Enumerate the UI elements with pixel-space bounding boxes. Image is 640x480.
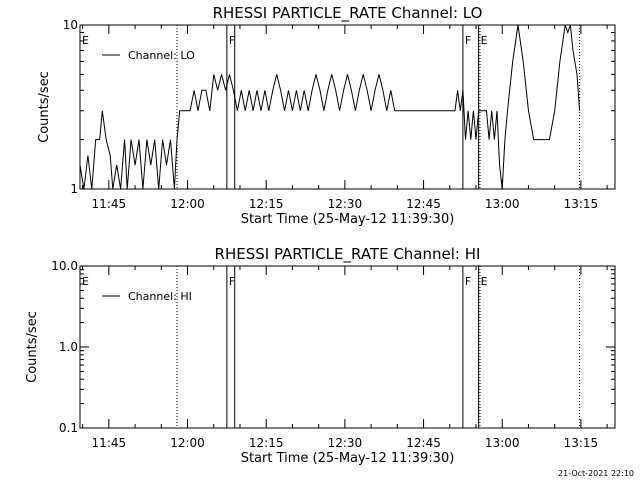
panel-2-y-axis-label: Counts/sec xyxy=(25,311,40,383)
panel-1-x-tick-label: 12:45 xyxy=(406,197,441,211)
panel-1-title: RHESSI PARTICLE_RATE Channel: LO xyxy=(213,4,483,23)
panel-1-event-label: E xyxy=(481,34,488,47)
panel-1-y-tick-label: 10 xyxy=(63,18,78,32)
panel-1-x-tick-label: 13:15 xyxy=(564,197,599,211)
panel-2-y-tick-label: 10.0 xyxy=(51,259,78,273)
panel-2-x-tick-label: 12:00 xyxy=(170,436,205,450)
panel-2-event-label: E xyxy=(82,275,89,288)
panel-2-x-axis-label: Start Time (25-May-12 11:39:30) xyxy=(241,451,455,466)
panel-1-event-label: F xyxy=(465,34,471,47)
panel-1-event-label: E xyxy=(82,34,89,47)
panel-2-event-label: E xyxy=(481,275,488,288)
panel-2-y-tick-label: 0.1 xyxy=(59,421,78,435)
panel-1-series-line xyxy=(79,24,581,190)
panel-1-x-axis-label: Start Time (25-May-12 11:39:30) xyxy=(241,212,455,227)
panel-1-x-tick-label: 11:45 xyxy=(92,197,127,211)
panel-1-x-tick-label: 12:15 xyxy=(249,197,284,211)
panel-1-x-tick-label: 12:00 xyxy=(170,197,205,211)
plot-timestamp: 21-Oct-2021 22:10 xyxy=(558,469,634,478)
panel-1-x-tick-label: 12:30 xyxy=(328,197,363,211)
panel-2-event-label: F xyxy=(229,275,235,288)
panel-1-event-label: F xyxy=(229,34,235,47)
panel-1-y-axis-label: Counts/sec xyxy=(37,71,52,143)
panel-2-y-tick-label: 1.0 xyxy=(59,340,78,354)
panel-1-x-tick-label: 13:00 xyxy=(485,197,520,211)
panel-1-y-tick-label: 1 xyxy=(70,182,78,196)
panel-2-x-tick-label: 13:15 xyxy=(564,436,599,450)
panel-2-title: RHESSI PARTICLE_RATE Channel: HI xyxy=(215,245,481,264)
panel-1-legend-label: Channel: LO xyxy=(128,49,195,62)
panel-2-x-tick-label: 11:45 xyxy=(92,436,127,450)
panel-2-x-tick-label: 12:15 xyxy=(249,436,284,450)
panel-1-frame xyxy=(79,24,616,190)
panel-2-legend-label: Channel: HI xyxy=(128,290,192,303)
panel-2-x-tick-label: 12:45 xyxy=(406,436,441,450)
panel-2-x-tick-label: 12:30 xyxy=(328,436,363,450)
panel-2-event-label: F xyxy=(465,275,471,288)
panel-2-x-tick-label: 13:00 xyxy=(485,436,520,450)
